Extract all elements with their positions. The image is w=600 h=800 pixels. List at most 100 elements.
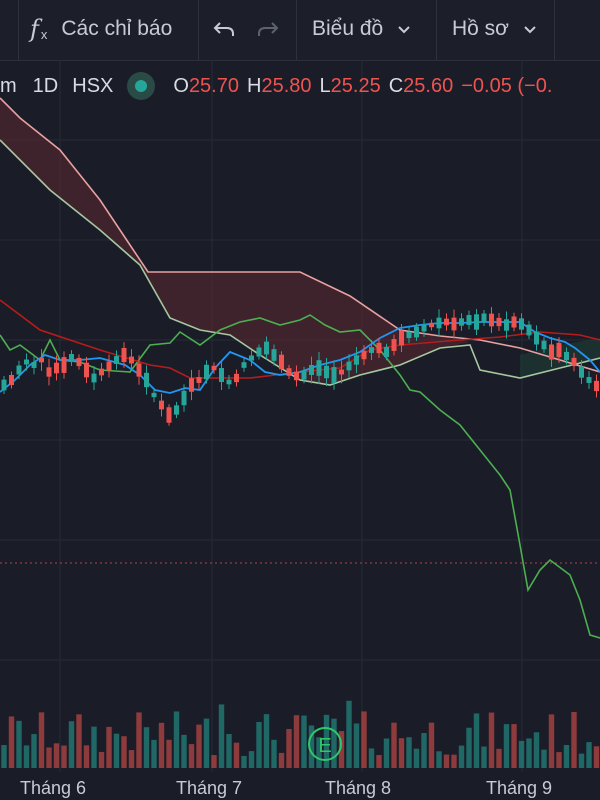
volume-bar bbox=[23, 745, 30, 768]
undo-button[interactable] bbox=[212, 14, 236, 44]
chevron-down-icon bbox=[524, 26, 536, 34]
volume-bar bbox=[218, 704, 225, 768]
toolbar-divider bbox=[554, 0, 555, 60]
profile-menu-button[interactable]: Hồ sơ bbox=[452, 14, 539, 44]
volume-bar bbox=[76, 714, 82, 768]
redo-button[interactable] bbox=[256, 14, 280, 44]
candle-body bbox=[279, 354, 284, 370]
volume-bar bbox=[316, 737, 322, 768]
candle-body bbox=[481, 313, 487, 323]
volume-bar bbox=[188, 744, 195, 768]
volume-bar bbox=[376, 755, 382, 768]
volume-bar bbox=[278, 752, 285, 768]
candle-body bbox=[339, 369, 344, 375]
candle-body bbox=[436, 317, 442, 329]
candle-body bbox=[474, 314, 479, 330]
candle-body bbox=[174, 405, 179, 415]
volume-bar bbox=[53, 743, 60, 768]
candle-body bbox=[271, 349, 277, 361]
candle-body bbox=[519, 318, 524, 330]
volume-bar bbox=[158, 722, 165, 768]
chart-menu-button[interactable]: Biểu đồ bbox=[312, 14, 413, 44]
volume-bar bbox=[166, 739, 172, 768]
volume-bar bbox=[488, 712, 495, 768]
candle-body bbox=[106, 361, 112, 371]
volume-bar bbox=[46, 747, 52, 768]
volume-bar bbox=[271, 739, 277, 768]
candle-body bbox=[264, 341, 269, 355]
volume-bar bbox=[8, 716, 15, 768]
volume-bar bbox=[106, 726, 112, 768]
candle-body bbox=[541, 340, 547, 350]
volume-bar bbox=[593, 746, 600, 768]
candle-body bbox=[129, 356, 134, 364]
volume-bar bbox=[563, 745, 570, 768]
chevron-down-icon bbox=[398, 26, 410, 34]
volume-bar bbox=[128, 750, 135, 768]
x-axis-label-september: Tháng 9 bbox=[486, 778, 553, 798]
volume-bar bbox=[293, 715, 300, 768]
high-value: 25.80 bbox=[261, 74, 312, 97]
volume-bar bbox=[136, 712, 142, 768]
candle-body bbox=[256, 347, 262, 357]
candle-body bbox=[211, 365, 217, 371]
volume-bar bbox=[481, 746, 487, 768]
candle-body bbox=[39, 357, 44, 363]
volume-bar bbox=[338, 731, 345, 768]
candle-body bbox=[369, 347, 374, 353]
candle-body bbox=[466, 315, 472, 325]
volume-bar bbox=[173, 711, 180, 768]
candle-body bbox=[504, 319, 509, 331]
candle-body bbox=[24, 359, 29, 365]
symbol-name[interactable]: m bbox=[0, 74, 17, 97]
exchange-label: HSX bbox=[72, 74, 114, 97]
candle-body bbox=[226, 379, 232, 385]
volume-bar bbox=[586, 742, 592, 768]
low-label: L bbox=[319, 74, 331, 97]
chart-menu-label: Biểu đồ bbox=[312, 17, 384, 40]
volume-bar bbox=[503, 724, 510, 768]
candle-body bbox=[459, 318, 464, 326]
candle-body bbox=[219, 368, 224, 382]
candle-body bbox=[391, 339, 397, 351]
volume-bar bbox=[443, 754, 450, 768]
candle-body bbox=[586, 377, 592, 383]
candles bbox=[1, 307, 599, 426]
volume-bar bbox=[68, 721, 75, 768]
volume-bar bbox=[466, 727, 472, 768]
volume-bar bbox=[248, 751, 255, 768]
candle-body bbox=[121, 347, 127, 363]
volume-bar bbox=[571, 712, 577, 768]
volume-bar bbox=[331, 718, 337, 768]
candle-body bbox=[9, 374, 14, 386]
candle-body bbox=[421, 324, 427, 332]
volume-bar bbox=[1, 745, 7, 768]
interval-label[interactable]: 1D bbox=[32, 74, 59, 97]
volume-bar bbox=[233, 742, 240, 768]
candle-body bbox=[84, 362, 89, 378]
volume-bars bbox=[1, 700, 600, 768]
candle-body bbox=[549, 344, 554, 360]
candle-body bbox=[594, 380, 599, 392]
high-label: H bbox=[247, 74, 262, 97]
senkou-span-b bbox=[0, 97, 600, 373]
candle-body bbox=[496, 317, 502, 327]
volume-bar bbox=[308, 725, 315, 768]
candle-body bbox=[69, 354, 74, 362]
volume-bar bbox=[91, 726, 97, 768]
volume-bar bbox=[346, 700, 352, 768]
volume-bar bbox=[196, 724, 202, 768]
volume-bar bbox=[533, 732, 540, 768]
volume-bar bbox=[421, 733, 427, 768]
toolbar-divider bbox=[198, 0, 199, 60]
indicators-button[interactable]: f x Các chỉ báo bbox=[30, 14, 172, 44]
candle-body bbox=[361, 350, 367, 360]
candle-body bbox=[414, 326, 419, 338]
volume-bar bbox=[526, 738, 532, 768]
toolbar-divider bbox=[296, 0, 297, 60]
open-value: 25.70 bbox=[188, 74, 239, 97]
x-axis-label-august: Tháng 8 bbox=[325, 778, 392, 798]
event-marker[interactable]: E bbox=[308, 727, 342, 761]
x-axis-label-june: Tháng 6 bbox=[20, 778, 87, 798]
